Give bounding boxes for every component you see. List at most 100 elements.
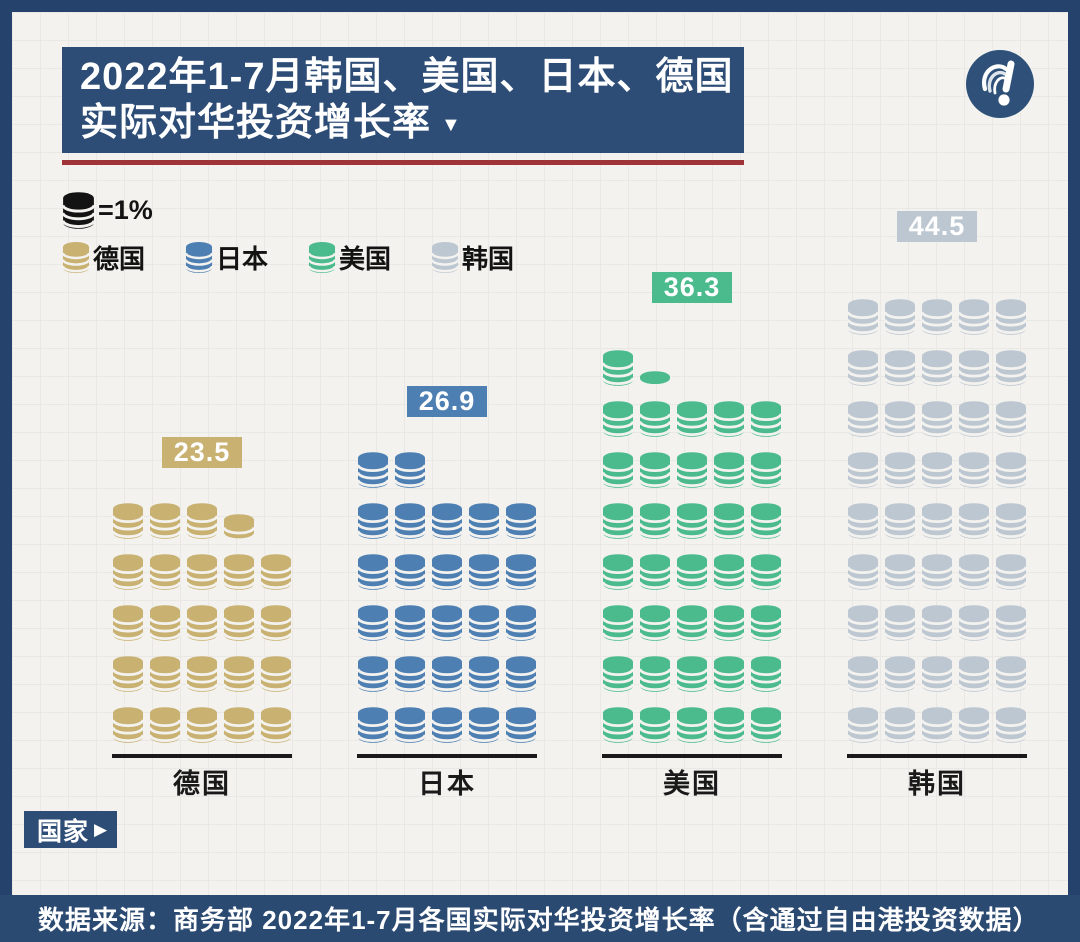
- axis-baseline: [357, 754, 537, 758]
- legend-item-label: 韩国: [462, 244, 515, 274]
- coin-icon: [995, 503, 1027, 539]
- coin-icon: [308, 242, 337, 273]
- coin-icon: [995, 656, 1027, 692]
- coin-icon: [884, 605, 916, 641]
- coin-row: [602, 400, 782, 438]
- coin-icon: [958, 401, 990, 437]
- coin-icon: [505, 656, 537, 692]
- coin-icon: [921, 401, 953, 437]
- axis-baseline: [112, 754, 292, 758]
- coin-icon: [186, 605, 218, 641]
- coin-icon: [847, 605, 879, 641]
- coin-icon: [676, 503, 708, 539]
- coin-row: [602, 655, 782, 693]
- coin-icon: [62, 242, 90, 273]
- coin-icon: [921, 503, 953, 539]
- coin-icon: [186, 554, 218, 590]
- coin-icon: [602, 452, 634, 488]
- value-badge: 26.9: [406, 386, 488, 417]
- coin-icon: [676, 605, 708, 641]
- coin-icon: [357, 656, 389, 692]
- coin-icon: [602, 656, 634, 692]
- coin-icon: [112, 554, 144, 590]
- coin-icon: [750, 452, 782, 488]
- value-badge: 23.5: [161, 437, 243, 468]
- coin-icon: [431, 707, 463, 743]
- coin-icon: [750, 656, 782, 692]
- coin-icon: [394, 452, 426, 488]
- dropdown-arrow-icon: ▼: [441, 113, 462, 136]
- coin-icon: [847, 503, 879, 539]
- coin-icon: [149, 554, 181, 590]
- coin-icon: [921, 299, 953, 335]
- coin-icon: [884, 707, 916, 743]
- coin-row: [357, 553, 537, 591]
- coin-icon: [149, 707, 181, 743]
- title-line-1: 2022年1-7月韩国、美国、日本、德国: [80, 56, 734, 98]
- coin-icon: [394, 605, 426, 641]
- legend-item-label: 德国: [93, 244, 146, 274]
- coin-icon: [847, 452, 879, 488]
- coin-row: [847, 655, 1027, 693]
- coin-icon: [639, 503, 671, 539]
- coin-row: [602, 451, 782, 489]
- source-text: 数据来源：商务部 2022年1-7月各国实际对华投资增长率（含通过自由港投资数据…: [38, 905, 1040, 935]
- coin-row: [112, 706, 292, 744]
- coin-icon: [847, 656, 879, 692]
- coin-icon: [149, 503, 181, 539]
- legend-item-1: 日本: [185, 239, 268, 276]
- chart-groups: 23.5 德国 26.9 日本 36.3 美国 44.5 韩国: [112, 211, 1027, 801]
- coin-icon: [995, 350, 1027, 386]
- coin-icon: [884, 401, 916, 437]
- coin-row: [847, 502, 1027, 540]
- coin-icon: [602, 707, 634, 743]
- coin-grid: [357, 451, 537, 744]
- coin-icon: [639, 554, 671, 590]
- coin-icon: [958, 707, 990, 743]
- coin-row: [847, 451, 1027, 489]
- coin-row: [602, 349, 671, 387]
- coin-icon: [185, 242, 214, 273]
- coin-icon: [921, 605, 953, 641]
- chart-group-2: 36.3 美国: [602, 272, 782, 801]
- coin-icon: [640, 371, 670, 384]
- coin-icon: [260, 656, 292, 692]
- coin-icon: [995, 299, 1027, 335]
- coin-icon: [602, 503, 634, 539]
- coin-icon: [602, 605, 634, 641]
- coin-row: [847, 400, 1027, 438]
- coin-row: [847, 349, 1027, 387]
- chart-group-3: 44.5 韩国: [847, 211, 1027, 801]
- paper-background: 2022年1-7月韩国、美国、日本、德国 实际对华投资增长率 ▼ =1% 德国 日本…: [12, 12, 1068, 895]
- coin-icon: [995, 554, 1027, 590]
- legend-item-3: 韩国: [431, 239, 514, 276]
- coin-icon: [676, 707, 708, 743]
- coin-row: [357, 604, 537, 642]
- coin-row: [357, 451, 426, 489]
- coin-grid: [847, 298, 1027, 744]
- title-underline: [62, 160, 744, 165]
- coin-icon: [468, 656, 500, 692]
- coin-icon: [62, 192, 95, 229]
- coin-icon: [995, 605, 1027, 641]
- coin-grid: [602, 349, 782, 744]
- coin-icon: [958, 299, 990, 335]
- coin-row: [357, 502, 537, 540]
- coin-icon: [884, 503, 916, 539]
- legend-item-0: 德国: [62, 239, 145, 276]
- coin-icon: [357, 452, 389, 488]
- coin-icon: [431, 503, 463, 539]
- coin-icon: [713, 605, 745, 641]
- coin-icon: [750, 707, 782, 743]
- coin-icon: [958, 656, 990, 692]
- category-label: 韩国: [908, 769, 966, 799]
- coin-icon: [431, 605, 463, 641]
- coin-icon: [921, 656, 953, 692]
- value-badge: 44.5: [896, 211, 978, 242]
- coin-row: [112, 604, 292, 642]
- category-label: 日本: [418, 769, 476, 799]
- coin-row: [847, 706, 1027, 744]
- coin-icon: [602, 554, 634, 590]
- coin-icon: [394, 707, 426, 743]
